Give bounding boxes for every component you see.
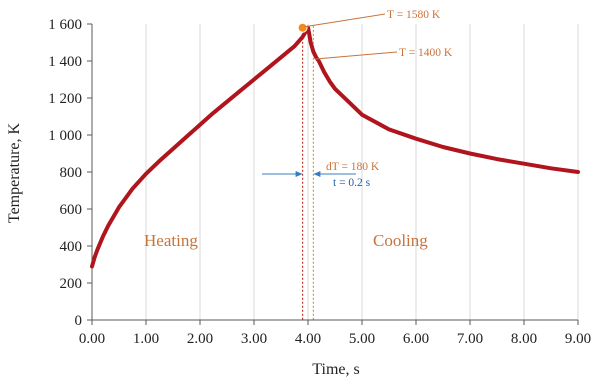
x-tick-label-4: 4.00: [295, 331, 321, 347]
y-tick-label-3: 600: [60, 202, 83, 218]
x-tick-label-2: 2.00: [187, 331, 213, 347]
x-tick-label-9: 9.00: [565, 331, 591, 347]
y-tick-label-0: 0: [75, 313, 83, 329]
y-tick-label-4: 800: [60, 165, 83, 181]
after-leader-line: [315, 51, 398, 60]
heating-label: Heating: [144, 231, 198, 250]
x-tick-label-5: 5.00: [349, 331, 375, 347]
y-tick-label-5: 1 000: [48, 128, 82, 144]
peak-point: [297, 22, 308, 33]
series-layer: [90, 22, 580, 269]
peak-temperature-label: T = 1580 K: [387, 9, 441, 21]
delta-time-label: t = 0.2 s: [333, 177, 371, 189]
x-tick-label-1: 1.00: [133, 331, 159, 347]
right-arrow-head: [313, 171, 321, 177]
cooling-label: Cooling: [373, 231, 428, 250]
x-tick-label-7: 7.00: [457, 331, 483, 347]
after-temperature-label: T = 1400 K: [399, 47, 453, 59]
peak-leader-line: [304, 13, 386, 28]
y-tick-label-7: 1 400: [48, 54, 82, 70]
y-tick-label-2: 400: [60, 239, 83, 255]
delta-temperature-label: dT = 180 K: [326, 161, 380, 173]
y-axis-title: Temperature, K: [6, 122, 23, 223]
left-arrow-head: [295, 171, 303, 177]
x-tick-label-6: 6.00: [403, 331, 429, 347]
x-tick-label-0: 0.00: [79, 331, 105, 347]
y-tick-label-6: 1 200: [48, 91, 82, 107]
axes: [87, 23, 579, 325]
x-axis-title: Time, s: [312, 361, 359, 378]
guide-lines: [302, 25, 314, 320]
temperature-curve: [90, 25, 580, 269]
annotations: [262, 13, 398, 177]
y-tick-label-1: 200: [60, 276, 83, 292]
x-tick-label-3: 3.00: [241, 331, 267, 347]
y-tick-label-8: 1 600: [48, 17, 82, 33]
tick-labels: 0.00 1.00 2.00 3.00 4.00 5.00 6.00 7.00 8.00 9.00…: [48, 17, 591, 347]
x-tick-label-8: 8.00: [511, 331, 537, 347]
